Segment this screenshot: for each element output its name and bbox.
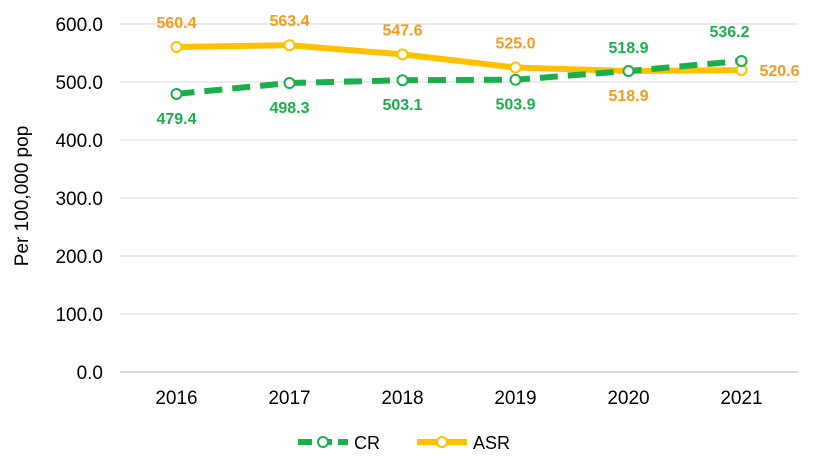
data-label-asr: 520.6 (759, 63, 799, 80)
data-labels: 479.4 498.3 503.1 503.9 518.9 536.2 560.4 563.4… (156, 13, 799, 128)
data-point-cr (283, 76, 296, 89)
data-label-cr: 498.3 (269, 100, 309, 117)
x-tick-label: 2017 (268, 388, 310, 409)
data-label-cr: 503.9 (495, 97, 535, 114)
data-point-asr (170, 40, 183, 53)
x-tick-labels: 2016 2017 2018 2019 2020 2021 (155, 388, 762, 409)
x-tick-label: 2018 (381, 388, 423, 409)
data-label-asr: 547.6 (382, 22, 422, 39)
legend-item-asr: ASR (417, 433, 510, 453)
data-point-cr (735, 55, 748, 68)
y-tick-label: 100.0 (55, 305, 103, 326)
legend-marker (436, 436, 448, 448)
x-tick-label: 2019 (494, 388, 536, 409)
y-tick-label: 500.0 (55, 73, 103, 94)
series-layer (170, 39, 748, 100)
y-tick-label: 0.0 (77, 363, 103, 384)
series-line-cr (176, 58, 742, 97)
series-cr (170, 55, 748, 100)
x-tick-label: 2020 (607, 388, 649, 409)
data-label-cr: 536.2 (709, 24, 749, 41)
x-tick-label: 2021 (720, 388, 762, 409)
y-tick-label: 200.0 (55, 247, 103, 268)
legend-marker (317, 436, 329, 448)
data-point-cr (396, 74, 409, 87)
y-tick-label: 300.0 (55, 189, 103, 210)
data-point-asr (396, 48, 409, 61)
data-label-asr: 563.4 (269, 13, 309, 30)
y-tick-labels: 0.0 100.0 200.0 300.0 400.0 500.0 600.0 (55, 15, 103, 384)
data-point-asr (283, 39, 296, 52)
data-point-cr (170, 87, 183, 100)
data-point-asr (509, 61, 522, 74)
x-tick-label: 2016 (155, 388, 197, 409)
series-line-asr (176, 42, 742, 74)
data-label-cr: 503.1 (382, 97, 422, 114)
data-point-cr (622, 65, 635, 78)
legend-label: CR (354, 433, 380, 453)
y-axis-label: Per 100,000 pop (12, 126, 33, 267)
legend-label: ASR (473, 433, 510, 453)
data-label-asr: 525.0 (495, 36, 535, 53)
y-tick-label: 600.0 (55, 15, 103, 36)
data-point-cr (509, 73, 522, 86)
y-tick-label: 400.0 (55, 131, 103, 152)
data-label-asr: 560.4 (156, 15, 196, 32)
legend-item-cr: CR (298, 433, 380, 453)
legend: CR ASR (298, 433, 510, 453)
data-label-cr: 479.4 (156, 111, 196, 128)
data-label-asr: 518.9 (608, 88, 648, 105)
data-label-cr: 518.9 (608, 40, 648, 57)
